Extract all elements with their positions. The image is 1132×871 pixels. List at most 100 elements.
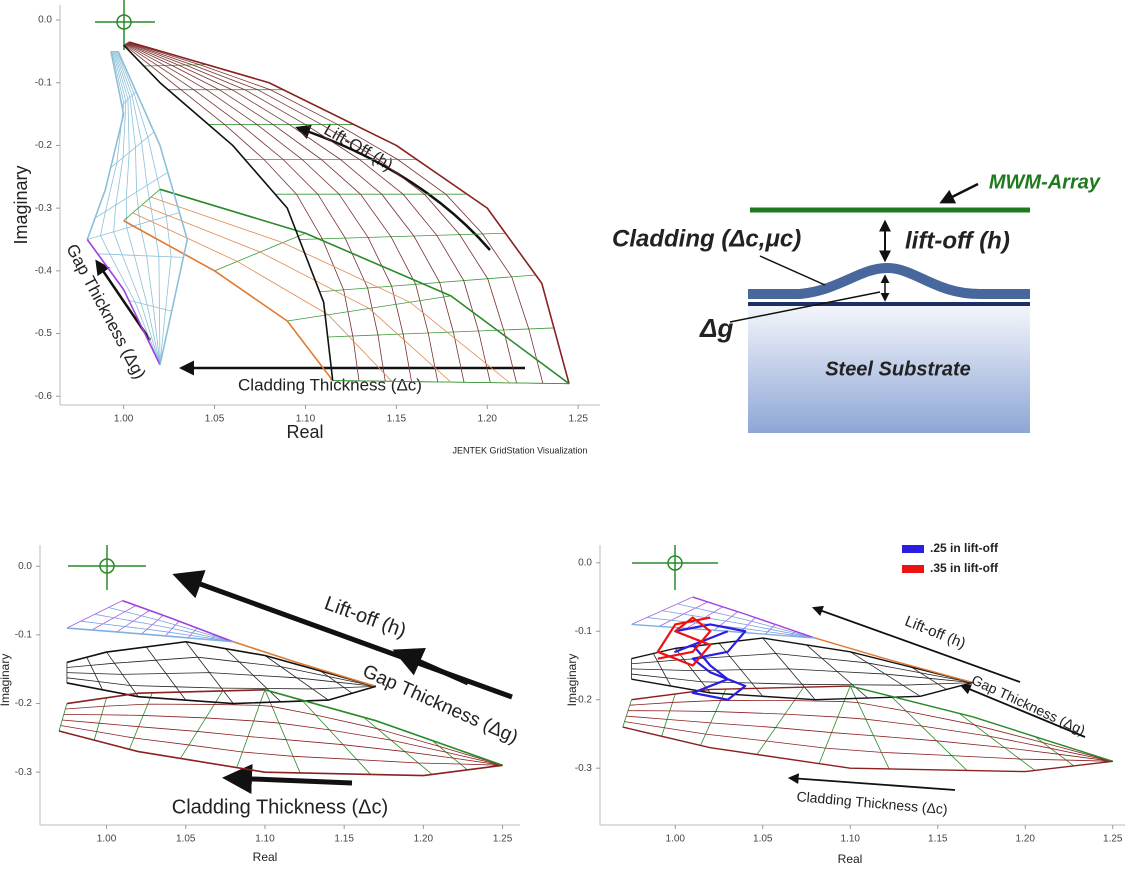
- y-axis-label: Imaginary: [11, 165, 31, 244]
- mesh-line: [124, 44, 386, 382]
- mesh-line: [63, 714, 503, 766]
- y-tick-label: 0.0: [578, 557, 592, 568]
- mesh-line: [93, 697, 107, 741]
- x-tick-label: 1.20: [1016, 834, 1036, 845]
- substrate: [748, 305, 1030, 433]
- gap-label: Δg: [699, 313, 733, 343]
- mesh-line: [631, 673, 973, 686]
- arrow: [960, 684, 1086, 738]
- mesh-line: [327, 327, 554, 338]
- mesh-line: [849, 685, 890, 770]
- mesh-line: [97, 253, 184, 258]
- y-tick-label: -0.3: [15, 767, 33, 778]
- y-axis-label: Imaginary: [0, 654, 12, 707]
- legend-label: .25 in lift-off: [930, 541, 999, 555]
- legend-swatch: [902, 545, 924, 553]
- y-tick-label: -0.5: [35, 328, 53, 339]
- x-tick-label: 1.15: [387, 414, 407, 425]
- reference-crosshair: [68, 545, 146, 590]
- x-tick-label: 1.10: [296, 414, 316, 425]
- mesh-line: [110, 131, 155, 169]
- y-tick-label: -0.6: [35, 391, 53, 402]
- x-tick-label: 1.05: [176, 834, 196, 845]
- x-tick-label: 1.05: [205, 414, 225, 425]
- mesh-line: [126, 43, 465, 383]
- mesh-line: [62, 719, 503, 766]
- x-tick-label: 1.00: [114, 414, 134, 425]
- mesh-line: [65, 703, 503, 766]
- mesh-line: [627, 710, 1113, 762]
- leader: [729, 291, 881, 323]
- mesh-line: [132, 212, 393, 382]
- mesh-line: [301, 699, 371, 775]
- y-tick-label: 0.0: [18, 561, 32, 572]
- grid-curve: [631, 678, 973, 701]
- x-axis-label: Real: [286, 422, 323, 442]
- sensor-label: MWM-Array: [989, 171, 1101, 193]
- grid-curve: [66, 682, 377, 705]
- mesh-line: [818, 685, 851, 764]
- x-tick-label: 1.00: [97, 834, 117, 845]
- mesh-line: [299, 232, 506, 240]
- mesh-line: [662, 610, 816, 639]
- y-tick-label: -0.1: [15, 630, 33, 641]
- grid-curve: [66, 640, 377, 688]
- mesh-line: [125, 43, 412, 382]
- grid-curve: [631, 685, 851, 701]
- trace: [656, 616, 712, 667]
- cladding: [748, 262, 1030, 299]
- arrow: [939, 182, 979, 204]
- sensor-diagram: MWM-Array Cladding (Δc,μc) lift-off (h) …: [612, 171, 1101, 433]
- mesh-line: [115, 51, 161, 365]
- x-tick-label: 1.00: [666, 834, 686, 845]
- mesh-line: [125, 43, 439, 383]
- grid-curve: [815, 637, 973, 684]
- grid-curve: [58, 730, 503, 777]
- mesh-line: [150, 196, 511, 384]
- arrow: [787, 773, 956, 791]
- annotation: Lift-off (h): [902, 613, 968, 653]
- mesh-line: [58, 703, 68, 732]
- grid-curve: [66, 689, 265, 705]
- y-tick-label: -0.1: [575, 626, 593, 637]
- x-tick-label: 1.25: [493, 834, 513, 845]
- mesh-line: [128, 41, 544, 384]
- mesh-line: [113, 51, 161, 365]
- mesh-line: [66, 677, 376, 690]
- mesh-line: [264, 689, 301, 774]
- x-tick-label: 1.20: [414, 834, 434, 845]
- cladding-label: Cladding (Δc,μc): [612, 225, 801, 252]
- grid-curve: [86, 51, 125, 240]
- grid-curve: [631, 623, 816, 639]
- grid-curve: [159, 188, 570, 385]
- grid-curve: [123, 44, 334, 381]
- mesh-line: [624, 721, 1113, 762]
- mesh-line: [363, 716, 433, 775]
- annotation: Cladding Thickness (Δc): [172, 796, 388, 818]
- legend-swatch: [902, 565, 924, 573]
- mesh-line: [629, 699, 1113, 762]
- y-tick-label: -0.2: [575, 694, 593, 705]
- grid-curve: [117, 51, 189, 366]
- grid-curve: [128, 41, 570, 384]
- mesh-line: [94, 171, 169, 219]
- mesh-line: [958, 713, 1036, 771]
- mesh-line: [646, 617, 816, 639]
- trace: [674, 623, 747, 701]
- source: JENTEK GridStation Visualization: [453, 445, 588, 455]
- y-tick-label: -0.1: [35, 77, 53, 88]
- reference-crosshair: [632, 545, 718, 590]
- y-tick-label: -0.2: [15, 698, 33, 709]
- grid-curve: [264, 689, 503, 767]
- y-tick-label: -0.3: [575, 763, 593, 774]
- mesh-line: [66, 672, 376, 687]
- mesh-line: [94, 613, 234, 643]
- mesh-line: [60, 725, 503, 766]
- annotation: Cladding Thickness (Δc): [796, 788, 948, 817]
- x-tick-label: 1.10: [841, 834, 861, 845]
- liftoff-label: lift-off (h): [905, 227, 1010, 254]
- mesh-line: [66, 656, 376, 687]
- mesh-line: [112, 51, 161, 365]
- mesh-line: [661, 693, 676, 737]
